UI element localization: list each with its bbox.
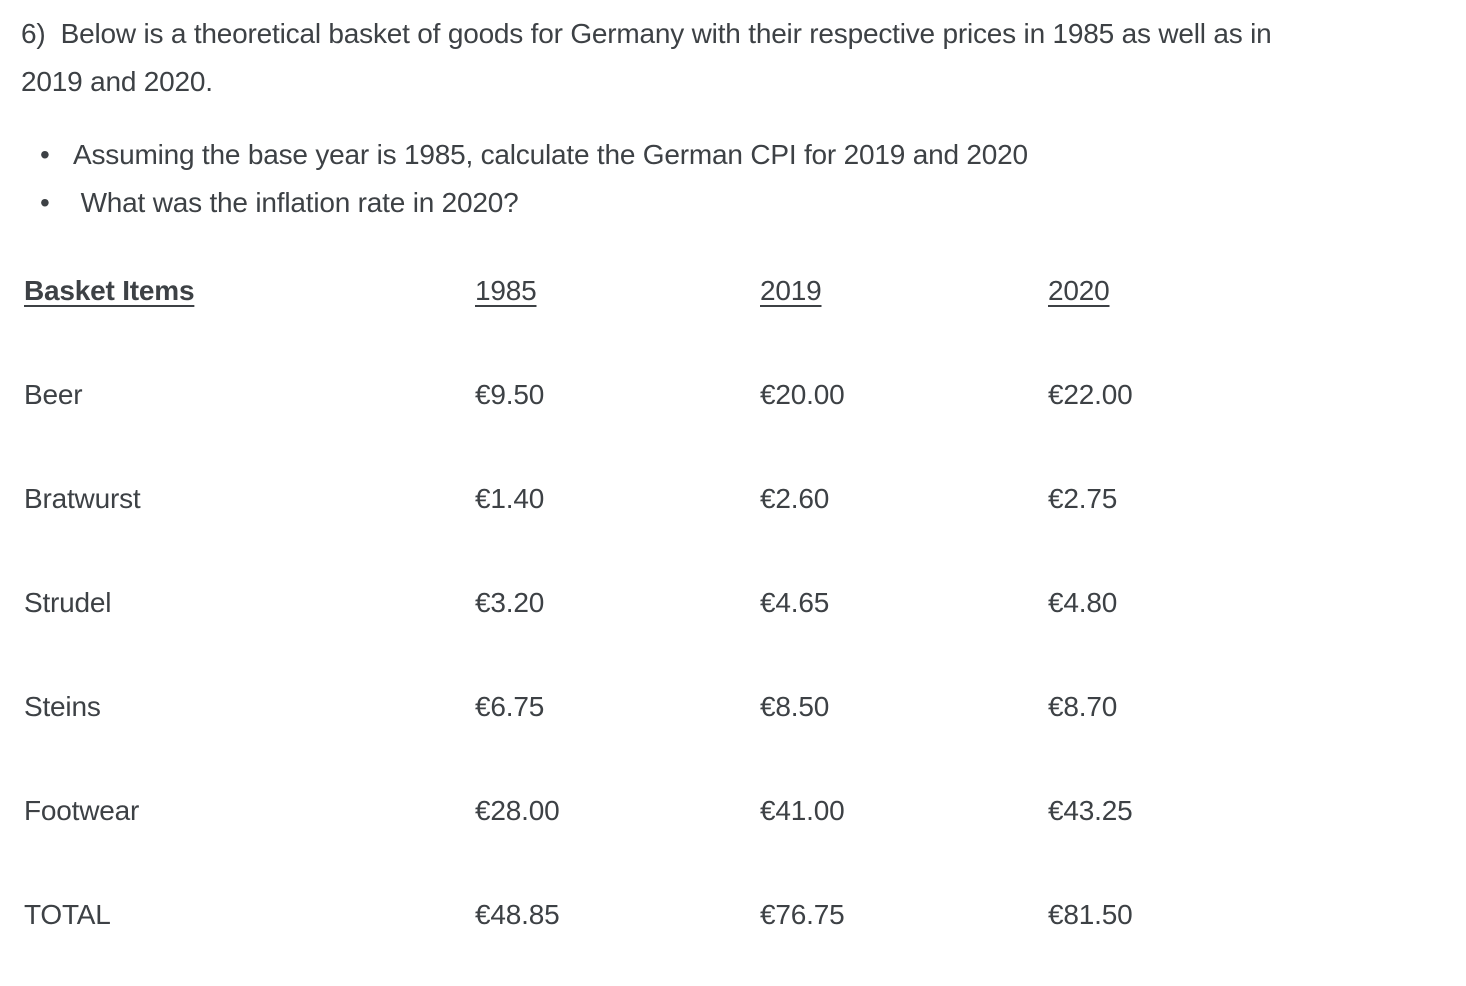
- column-header-basket-items: Basket Items: [24, 239, 475, 343]
- price-2020-cell: €43.25: [1048, 795, 1133, 826]
- table-header-row: Basket Items 1985 2019 2020: [24, 239, 1466, 343]
- price-2020-cell: €8.70: [1048, 691, 1118, 722]
- table-row-steins: Steins €6.75 €8.50 €8.70: [24, 655, 1466, 759]
- column-header-basket-items-label: Basket Items: [24, 275, 195, 306]
- price-1985-cell: €6.75: [475, 691, 545, 722]
- price-1985-cell: €1.40: [475, 483, 545, 514]
- price-2020-cell: €4.80: [1048, 587, 1118, 618]
- price-1985-cell: €28.00: [475, 795, 560, 826]
- question-text-line: 6) Below is a theoretical basket of good…: [21, 18, 1272, 49]
- price-2019-cell: €2.60: [760, 483, 830, 514]
- price-1985-cell: €9.50: [475, 379, 545, 410]
- column-header-2019-label: 2019: [760, 275, 822, 306]
- item-cell: Beer: [24, 379, 83, 410]
- bullet-item-cpi: Assuming the base year is 1985, calculat…: [0, 131, 1466, 179]
- table-row-footwear: Footwear €28.00 €41.00 €43.25: [24, 759, 1466, 863]
- column-header-2020-label: 2020: [1048, 275, 1110, 306]
- item-cell: TOTAL: [24, 899, 111, 930]
- item-cell: Footwear: [24, 795, 140, 826]
- price-2019-cell: €8.50: [760, 691, 830, 722]
- price-2019-cell: €41.00: [760, 795, 845, 826]
- column-header-2019: 2019: [760, 239, 1048, 343]
- column-header-2020: 2020: [1048, 239, 1466, 343]
- price-2019-cell: €76.75: [760, 899, 845, 930]
- price-1985-cell: €48.85: [475, 899, 560, 930]
- question-text-line: 2019 and 2020.: [21, 66, 213, 97]
- column-header-1985-label: 1985: [475, 275, 537, 306]
- basket-table: Basket Items 1985 2019 2020 Beer €9.50 €…: [24, 239, 1466, 967]
- price-2020-cell: €22.00: [1048, 379, 1133, 410]
- question-text: 6) Below is a theoretical basket of good…: [21, 10, 1466, 106]
- price-2020-cell: €2.75: [1048, 483, 1118, 514]
- price-2019-cell: €20.00: [760, 379, 845, 410]
- item-cell: Strudel: [24, 587, 112, 618]
- question-bullet-list: Assuming the base year is 1985, calculat…: [0, 131, 1466, 227]
- table-row-beer: Beer €9.50 €20.00 €22.00: [24, 343, 1466, 447]
- table-row-total: TOTAL €48.85 €76.75 €81.50: [24, 863, 1466, 967]
- table-row-strudel: Strudel €3.20 €4.65 €4.80: [24, 551, 1466, 655]
- bullet-item-inflation: What was the inflation rate in 2020?: [0, 179, 1466, 227]
- column-header-1985: 1985: [475, 239, 760, 343]
- price-2020-cell: €81.50: [1048, 899, 1133, 930]
- item-cell: Steins: [24, 691, 101, 722]
- table-row-bratwurst: Bratwurst €1.40 €2.60 €2.75: [24, 447, 1466, 551]
- price-1985-cell: €3.20: [475, 587, 545, 618]
- item-cell: Bratwurst: [24, 483, 141, 514]
- price-2019-cell: €4.65: [760, 587, 830, 618]
